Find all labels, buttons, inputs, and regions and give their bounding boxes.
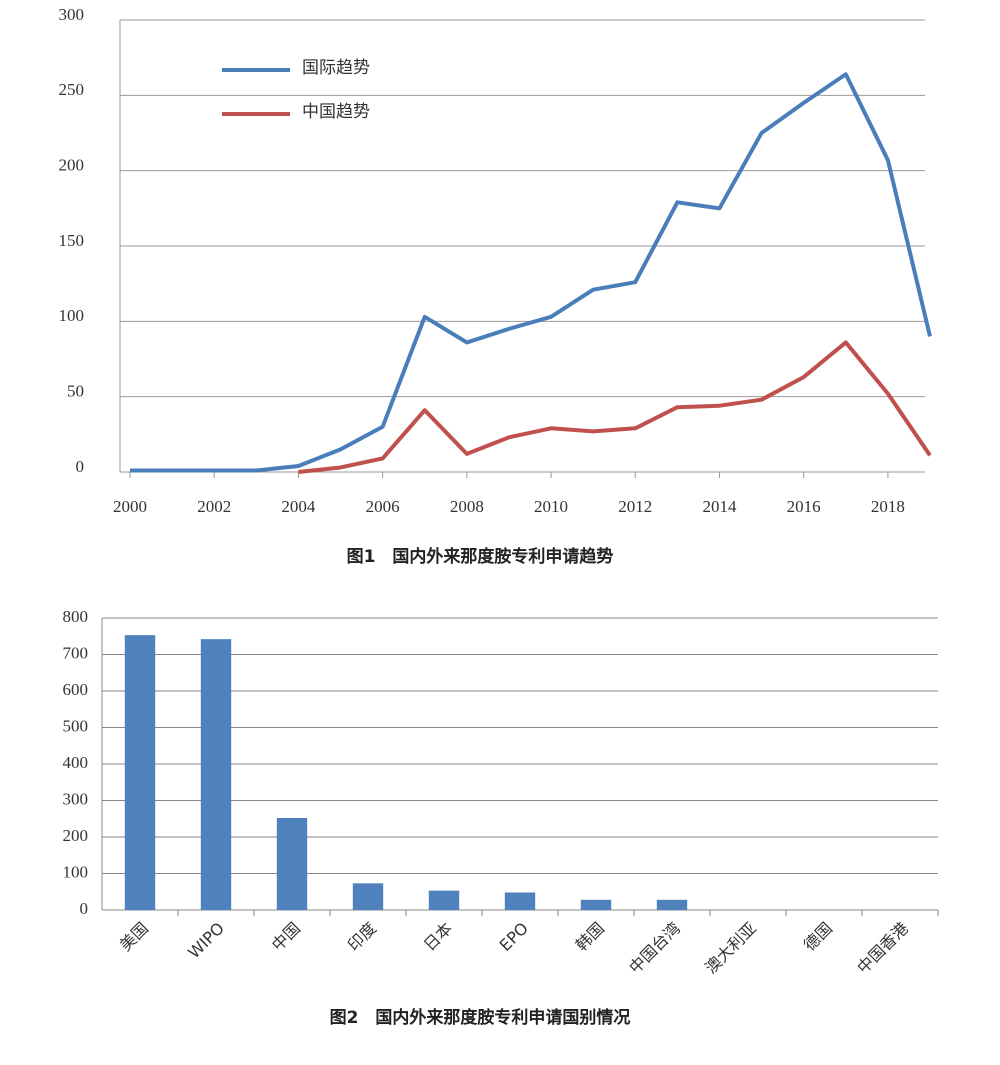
x-tick-label: 2012 xyxy=(618,497,652,516)
y-tick-label: 50 xyxy=(67,382,84,401)
x-tick-label: 日本 xyxy=(420,919,456,955)
x-tick-label: 2018 xyxy=(871,497,905,516)
x-tick-label: 2006 xyxy=(366,497,400,516)
y-tick-label: 0 xyxy=(76,457,85,476)
y-tick-label: 100 xyxy=(63,862,89,881)
x-tick-label: 澳大利亚 xyxy=(701,919,760,978)
y-tick-label: 0 xyxy=(80,899,89,918)
legend-label: 国际趋势 xyxy=(302,58,370,78)
x-tick-label: WIPO xyxy=(184,919,228,963)
x-tick-label: 中国台湾 xyxy=(625,919,684,978)
x-tick-label: 2016 xyxy=(787,497,821,516)
y-tick-label: 300 xyxy=(63,789,89,808)
bar xyxy=(428,890,460,910)
caption: 图2 国内外来那度胺专利申请国别情况 xyxy=(330,1007,631,1028)
bar xyxy=(276,818,308,910)
x-tick-label: EPO xyxy=(496,919,532,955)
y-tick-label: 200 xyxy=(63,826,89,845)
x-tick-label: 美国 xyxy=(116,919,152,955)
legend-label: 中国趋势 xyxy=(302,102,370,122)
y-tick-label: 500 xyxy=(63,716,89,735)
y-tick-label: 700 xyxy=(63,643,89,662)
x-tick-label: 印度 xyxy=(344,919,380,955)
y-tick-label: 800 xyxy=(63,607,89,626)
bar xyxy=(200,639,232,910)
x-tick-label: 2004 xyxy=(281,497,316,516)
y-tick-label: 400 xyxy=(63,753,89,772)
bar xyxy=(352,883,384,910)
y-tick-label: 250 xyxy=(59,80,85,99)
x-tick-label: 德国 xyxy=(800,919,836,955)
x-tick-label: 2000 xyxy=(113,497,147,516)
x-tick-label: 2010 xyxy=(534,497,568,516)
x-tick-label: 2008 xyxy=(450,497,484,516)
x-tick-label: 2002 xyxy=(197,497,231,516)
y-tick-label: 150 xyxy=(59,231,85,250)
x-tick-label: 中国 xyxy=(268,919,304,955)
line xyxy=(298,340,932,474)
bar xyxy=(504,892,536,910)
caption: 图1 国内外来那度胺专利申请趋势 xyxy=(347,546,614,567)
x-tick-label: 中国香港 xyxy=(853,919,912,978)
y-tick-label: 100 xyxy=(59,306,85,325)
line xyxy=(130,72,932,473)
bar xyxy=(124,635,156,910)
y-tick-label: 200 xyxy=(59,156,85,175)
x-tick-label: 2014 xyxy=(702,497,737,516)
bar xyxy=(656,899,688,910)
y-tick-label: 600 xyxy=(63,680,89,699)
bar xyxy=(580,899,612,910)
y-tick-label: 300 xyxy=(59,5,85,24)
x-tick-label: 韩国 xyxy=(572,919,608,955)
